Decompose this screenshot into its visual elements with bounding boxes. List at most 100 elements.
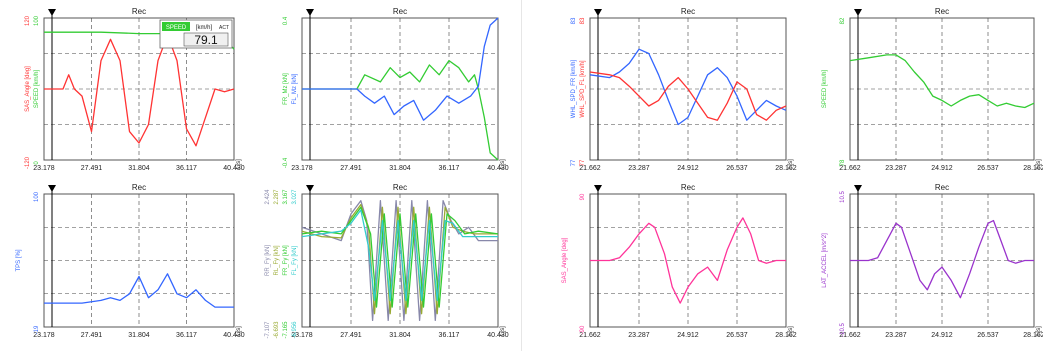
x-axis-unit: t [s] — [500, 159, 506, 169]
y-tick-label: 77 — [580, 159, 586, 166]
y-tick-label: 0.4 — [283, 16, 289, 25]
x-tick-label: 24.912 — [677, 165, 699, 172]
x-tick-label: 36.117 — [439, 332, 460, 339]
y-tick-label: -0.4 — [283, 157, 289, 168]
y-tick-label: 78 — [840, 159, 846, 166]
x-axis-unit: t [s] — [1036, 326, 1042, 336]
x-tick-label: 24.912 — [677, 332, 699, 339]
x-axis-unit: t [s] — [788, 159, 794, 169]
x-tick-label: 31.804 — [389, 165, 411, 172]
x-tick-label: 26.537 — [977, 165, 999, 172]
series-line-lat-accel — [850, 219, 1034, 299]
x-axis-unit: t [s] — [500, 326, 506, 336]
chart-title: Rec — [935, 183, 949, 192]
y-tick-label: 120 — [25, 15, 31, 26]
x-tick-label: 40.430 — [487, 332, 509, 339]
chart-title: Rec — [681, 183, 695, 192]
y-tick-label: 82 — [840, 17, 846, 24]
y-tick-label: 10.5 — [840, 191, 846, 203]
cursor-marker-icon — [48, 9, 56, 16]
series-line-sas-angle — [44, 34, 235, 147]
y-tick-label: 90 — [580, 193, 586, 200]
x-axis-unit: t [s] — [236, 326, 242, 336]
cursor-marker-icon — [594, 9, 602, 16]
cursor-marker-icon — [306, 185, 314, 192]
x-tick-label: 24.912 — [931, 165, 953, 172]
cursor-marker-icon — [306, 9, 314, 16]
x-tick-label: 21.662 — [579, 332, 601, 339]
x-tick-label: 26.537 — [726, 165, 748, 172]
x-tick-label: 31.804 — [128, 332, 150, 339]
x-tick-label: 28.162 — [1023, 165, 1043, 172]
legend-unit: [km/h] — [196, 25, 213, 31]
x-tick-label: 36.117 — [176, 332, 197, 339]
x-tick-label: 23.178 — [33, 165, 55, 172]
series-line-whl-spd-fl — [589, 71, 787, 121]
y-tick-label: 100 — [34, 191, 40, 202]
x-tick-label: 40.430 — [223, 332, 245, 339]
y-axis-label: FL_Mz [kN] — [292, 73, 298, 104]
y-axis-label: SPEED [km/h] — [822, 69, 828, 108]
y-tick-label: 3.167 — [283, 189, 289, 205]
y-tick-label: -6.956 — [292, 321, 298, 339]
y-tick-label: 83 — [571, 17, 577, 24]
series-line-tps — [44, 273, 234, 308]
x-tick-label: 21.662 — [579, 165, 601, 172]
y-axis-label: TPS [%] — [16, 249, 22, 271]
chart-title: Rec — [132, 7, 146, 16]
x-tick-label: 31.804 — [389, 332, 411, 339]
cursor-marker-icon — [854, 185, 862, 192]
chart-title: Rec — [681, 7, 695, 16]
legend-name: SPEED — [166, 25, 187, 31]
y-axis-label: WHL_SPD_FL [km/h] — [580, 60, 586, 117]
x-tick-label: 23.178 — [291, 332, 313, 339]
y-tick-label: 2.424 — [265, 189, 271, 205]
legend-swatch — [162, 22, 190, 31]
y-axis-label: FR_Fy [kN] — [283, 245, 289, 276]
x-tick-label: 26.537 — [977, 332, 999, 339]
y-tick-label: -10.5 — [840, 323, 846, 337]
x-tick-label: 28.162 — [1023, 332, 1043, 339]
x-tick-label: 23.287 — [885, 332, 907, 339]
y-tick-label: 2.287 — [274, 189, 280, 205]
y-tick-label: -7.107 — [265, 321, 271, 339]
legend-value-display — [183, 32, 229, 47]
x-tick-label: 23.287 — [628, 165, 650, 172]
x-tick-label: 40.430 — [487, 165, 509, 172]
x-axis-unit: t [s] — [788, 326, 794, 336]
y-tick-label: 83 — [580, 17, 586, 24]
y-tick-label: -120 — [25, 156, 31, 169]
cursor-marker-icon — [48, 185, 56, 192]
legend-tag: ACT — [219, 25, 229, 31]
x-tick-label: 23.287 — [628, 332, 650, 339]
x-tick-label: 36.117 — [439, 165, 460, 172]
y-axis-label: LAT_ACCEL [m/s^2] — [822, 233, 828, 288]
y-axis-label: FR_Mz [kN] — [283, 73, 289, 105]
panel-separator — [521, 0, 522, 351]
y-axis-label: SAS_Angle [deg] — [25, 66, 31, 112]
series-line-sas-angle — [590, 217, 786, 304]
y-axis-label: RR_Fy [kN] — [265, 245, 271, 276]
series-line-fr-mz — [302, 59, 499, 161]
cursor-marker-icon — [594, 185, 602, 192]
chart-title: Rec — [935, 7, 949, 16]
x-tick-label: 28.162 — [775, 165, 797, 172]
y-tick-label: -7.165 — [283, 321, 289, 339]
y-axis-label: FL_Fy [kN] — [292, 246, 298, 276]
y-tick-label: 3.027 — [292, 189, 298, 205]
x-tick-label: 21.662 — [839, 165, 861, 172]
series-line-fr-fy — [301, 206, 499, 308]
x-tick-label: 36.117 — [176, 165, 197, 172]
legend-value: 79.1 — [194, 33, 218, 47]
series-line-fl-fy — [301, 209, 498, 302]
x-tick-label: 21.662 — [839, 332, 861, 339]
